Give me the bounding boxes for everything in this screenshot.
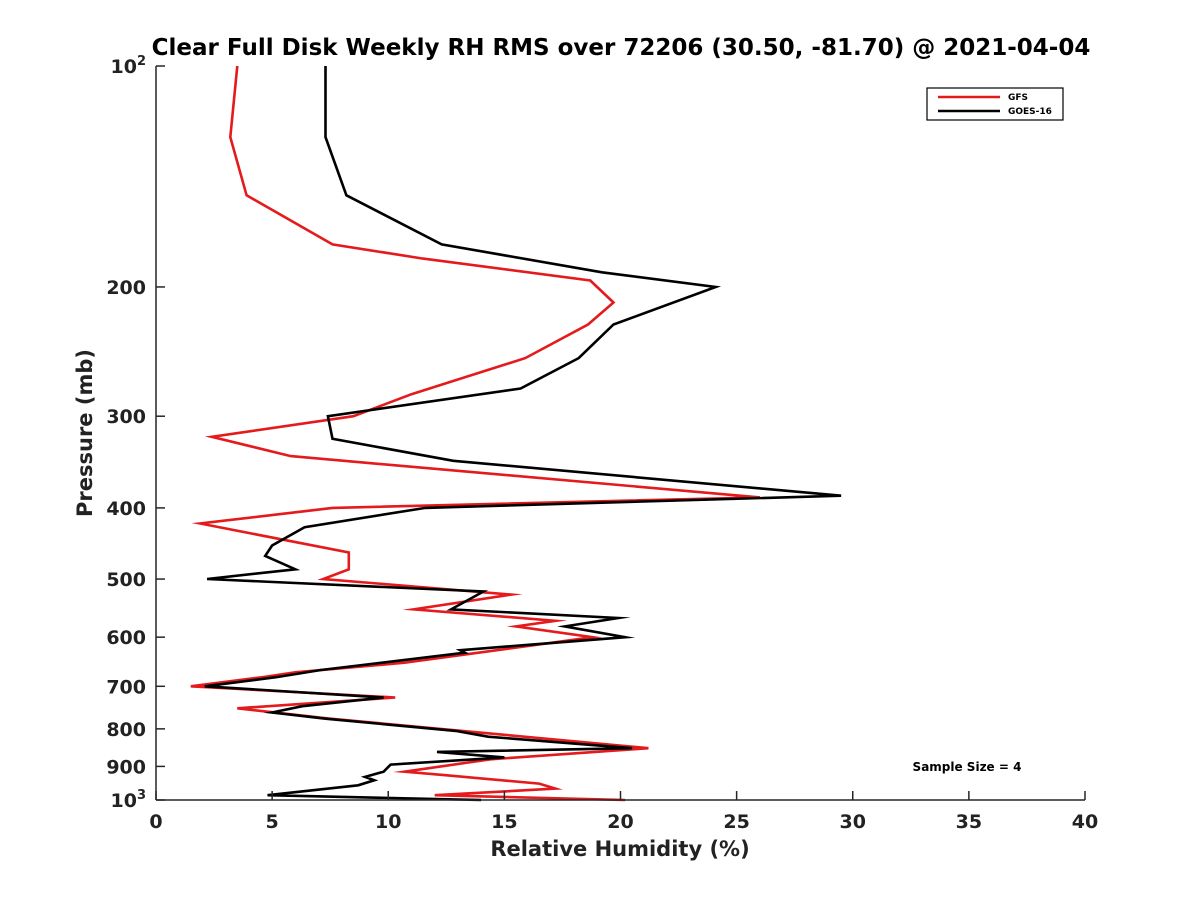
y-tick-label: 400 [106,498,146,520]
x-tick-label: 20 [607,811,633,833]
sample-size-annotation: Sample Size = 4 [913,760,1022,774]
y-tick-label: 900 [106,756,146,778]
y-tick-label: 800 [106,719,146,741]
x-tick-label: 35 [956,811,982,833]
y-tick-label: 103 [111,788,147,812]
x-ticks: 0 5 10 15 20 25 30 35 40 [149,791,1098,833]
legend-label-gfs: GFS [1008,93,1028,103]
x-tick-label: 25 [723,811,749,833]
x-tick-label: 5 [266,811,279,833]
series-line-goes-16 [204,66,842,802]
y-axis-label: Pressure (mb) [73,349,97,517]
x-tick-label: 40 [1072,811,1098,833]
x-tick-label: 0 [149,811,162,833]
chart-title: Clear Full Disk Weekly RH RMS over 72206… [152,35,1091,61]
x-axis-label: Relative Humidity (%) [490,837,749,861]
y-tick-label: 600 [106,627,146,649]
y-tick-label: 700 [106,676,146,698]
x-tick-label: 10 [375,811,401,833]
y-ticks: 102 200 300 400 500 600 700 800 900 103 [106,54,165,812]
series-layer [190,65,842,802]
y-tick-label: 200 [106,277,146,299]
x-tick-label: 15 [491,811,517,833]
legend-box [926,87,1064,121]
x-tick-label: 30 [840,811,866,833]
legend: GFS GOES-16 [926,87,1064,121]
y-tick-label: 500 [106,569,146,591]
legend-label-goes-16: GOES-16 [1008,107,1052,117]
y-tick-label: 300 [106,406,146,428]
y-tick-label: 102 [111,54,147,78]
